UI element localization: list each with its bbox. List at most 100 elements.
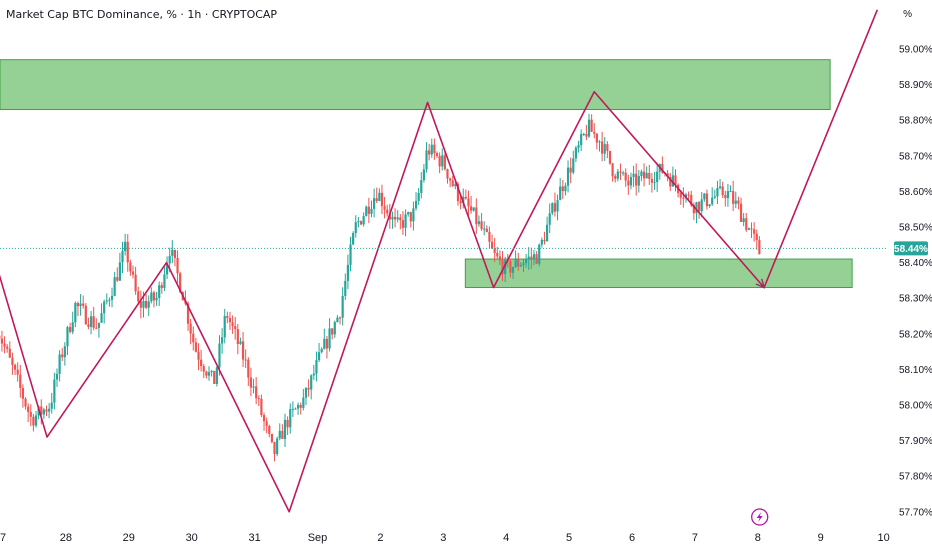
candle-body[interactable] xyxy=(714,196,716,197)
candle-body[interactable] xyxy=(30,412,32,417)
candle-body[interactable] xyxy=(61,354,63,357)
candle-body[interactable] xyxy=(478,221,480,224)
candle-body[interactable] xyxy=(577,145,579,148)
candle-body[interactable] xyxy=(161,285,163,288)
candle-body[interactable] xyxy=(349,244,351,264)
candle-body[interactable] xyxy=(410,212,412,221)
candle-body[interactable] xyxy=(208,372,210,376)
candle-body[interactable] xyxy=(737,201,739,204)
candle-body[interactable] xyxy=(386,210,388,214)
resistance-zone[interactable] xyxy=(0,60,830,110)
candle-body[interactable] xyxy=(98,323,100,328)
candle-body[interactable] xyxy=(520,265,522,266)
candle-body[interactable] xyxy=(425,150,427,169)
candle-body[interactable] xyxy=(106,301,108,302)
candle-body[interactable] xyxy=(300,405,302,408)
candle-body[interactable] xyxy=(415,201,417,208)
candle-body[interactable] xyxy=(145,301,147,308)
candle-body[interactable] xyxy=(604,144,606,154)
candle-body[interactable] xyxy=(394,217,396,219)
candle-body[interactable] xyxy=(56,374,58,380)
candle-body[interactable] xyxy=(567,168,569,186)
candle-body[interactable] xyxy=(273,442,275,454)
candle-body[interactable] xyxy=(711,198,713,205)
candle-body[interactable] xyxy=(465,197,467,199)
candle-body[interactable] xyxy=(95,328,97,329)
candle-body[interactable] xyxy=(753,229,755,233)
candle-body[interactable] xyxy=(224,316,226,337)
candle-body[interactable] xyxy=(90,316,92,327)
candle-body[interactable] xyxy=(245,360,247,361)
candle-body[interactable] xyxy=(488,232,490,242)
candle-body[interactable] xyxy=(103,302,105,314)
unit-label[interactable]: % xyxy=(903,9,912,20)
candle-body[interactable] xyxy=(148,301,150,307)
candle-body[interactable] xyxy=(446,169,448,178)
candle-body[interactable] xyxy=(279,431,281,439)
candle-body[interactable] xyxy=(688,195,690,196)
candle-body[interactable] xyxy=(93,316,95,327)
candle-body[interactable] xyxy=(213,371,215,384)
candle-body[interactable] xyxy=(64,346,66,357)
candle-body[interactable] xyxy=(373,198,375,209)
candle-body[interactable] xyxy=(735,201,737,204)
candle-body[interactable] xyxy=(630,177,632,185)
candle-body[interactable] xyxy=(51,403,53,409)
candle-body[interactable] xyxy=(35,416,37,426)
candle-body[interactable] xyxy=(512,267,514,273)
candle-body[interactable] xyxy=(701,199,703,211)
candle-body[interactable] xyxy=(258,398,260,399)
candle-body[interactable] xyxy=(381,193,383,206)
candle-body[interactable] xyxy=(59,354,61,373)
candle-body[interactable] xyxy=(475,208,477,225)
candle-body[interactable] xyxy=(321,349,323,352)
candle-body[interactable] xyxy=(583,134,585,135)
candle-body[interactable] xyxy=(428,150,430,154)
candle-body[interactable] xyxy=(195,342,197,352)
candle-body[interactable] xyxy=(289,409,291,427)
candle-body[interactable] xyxy=(334,322,336,334)
candle-body[interactable] xyxy=(203,366,205,371)
candle-body[interactable] xyxy=(347,265,349,281)
candle-body[interactable] xyxy=(313,374,315,376)
candle-body[interactable] xyxy=(155,298,157,300)
candle-body[interactable] xyxy=(480,221,482,229)
candle-body[interactable] xyxy=(190,324,192,334)
candle-body[interactable] xyxy=(357,221,359,222)
candle-body[interactable] xyxy=(724,195,726,198)
candle-body[interactable] xyxy=(745,218,747,230)
candle-body[interactable] xyxy=(124,242,126,251)
candle-body[interactable] xyxy=(365,207,367,216)
candle-body[interactable] xyxy=(111,296,113,300)
candle-body[interactable] xyxy=(121,251,123,262)
candle-body[interactable] xyxy=(719,186,721,188)
candle-body[interactable] xyxy=(260,399,262,415)
price-axis[interactable]: 59.00%58.90%58.80%58.70%58.60%58.50%58.4… xyxy=(899,45,932,519)
candle-body[interactable] xyxy=(491,242,493,249)
candle-body[interactable] xyxy=(651,179,653,183)
candle-body[interactable] xyxy=(22,388,24,399)
candle-body[interactable] xyxy=(17,370,19,375)
candle-body[interactable] xyxy=(252,386,254,387)
candle-body[interactable] xyxy=(536,254,538,264)
candle-body[interactable] xyxy=(344,281,346,296)
candle-body[interactable] xyxy=(268,426,270,434)
candle-body[interactable] xyxy=(756,234,758,240)
candle-body[interactable] xyxy=(729,191,731,192)
candle-body[interactable] xyxy=(342,296,344,318)
candle-body[interactable] xyxy=(192,334,194,343)
candle-body[interactable] xyxy=(383,206,385,210)
candle-body[interactable] xyxy=(355,222,357,233)
candle-body[interactable] xyxy=(402,220,404,228)
candle-body[interactable] xyxy=(129,262,131,271)
candle-body[interactable] xyxy=(297,405,299,409)
candle-body[interactable] xyxy=(543,240,545,241)
candle-body[interactable] xyxy=(562,187,564,192)
candle-body[interactable] xyxy=(163,274,165,288)
candle-body[interactable] xyxy=(266,421,268,426)
candle-body[interactable] xyxy=(554,203,556,211)
candle-body[interactable] xyxy=(132,272,134,275)
candle-body[interactable] xyxy=(108,300,110,301)
candle-body[interactable] xyxy=(541,240,543,245)
